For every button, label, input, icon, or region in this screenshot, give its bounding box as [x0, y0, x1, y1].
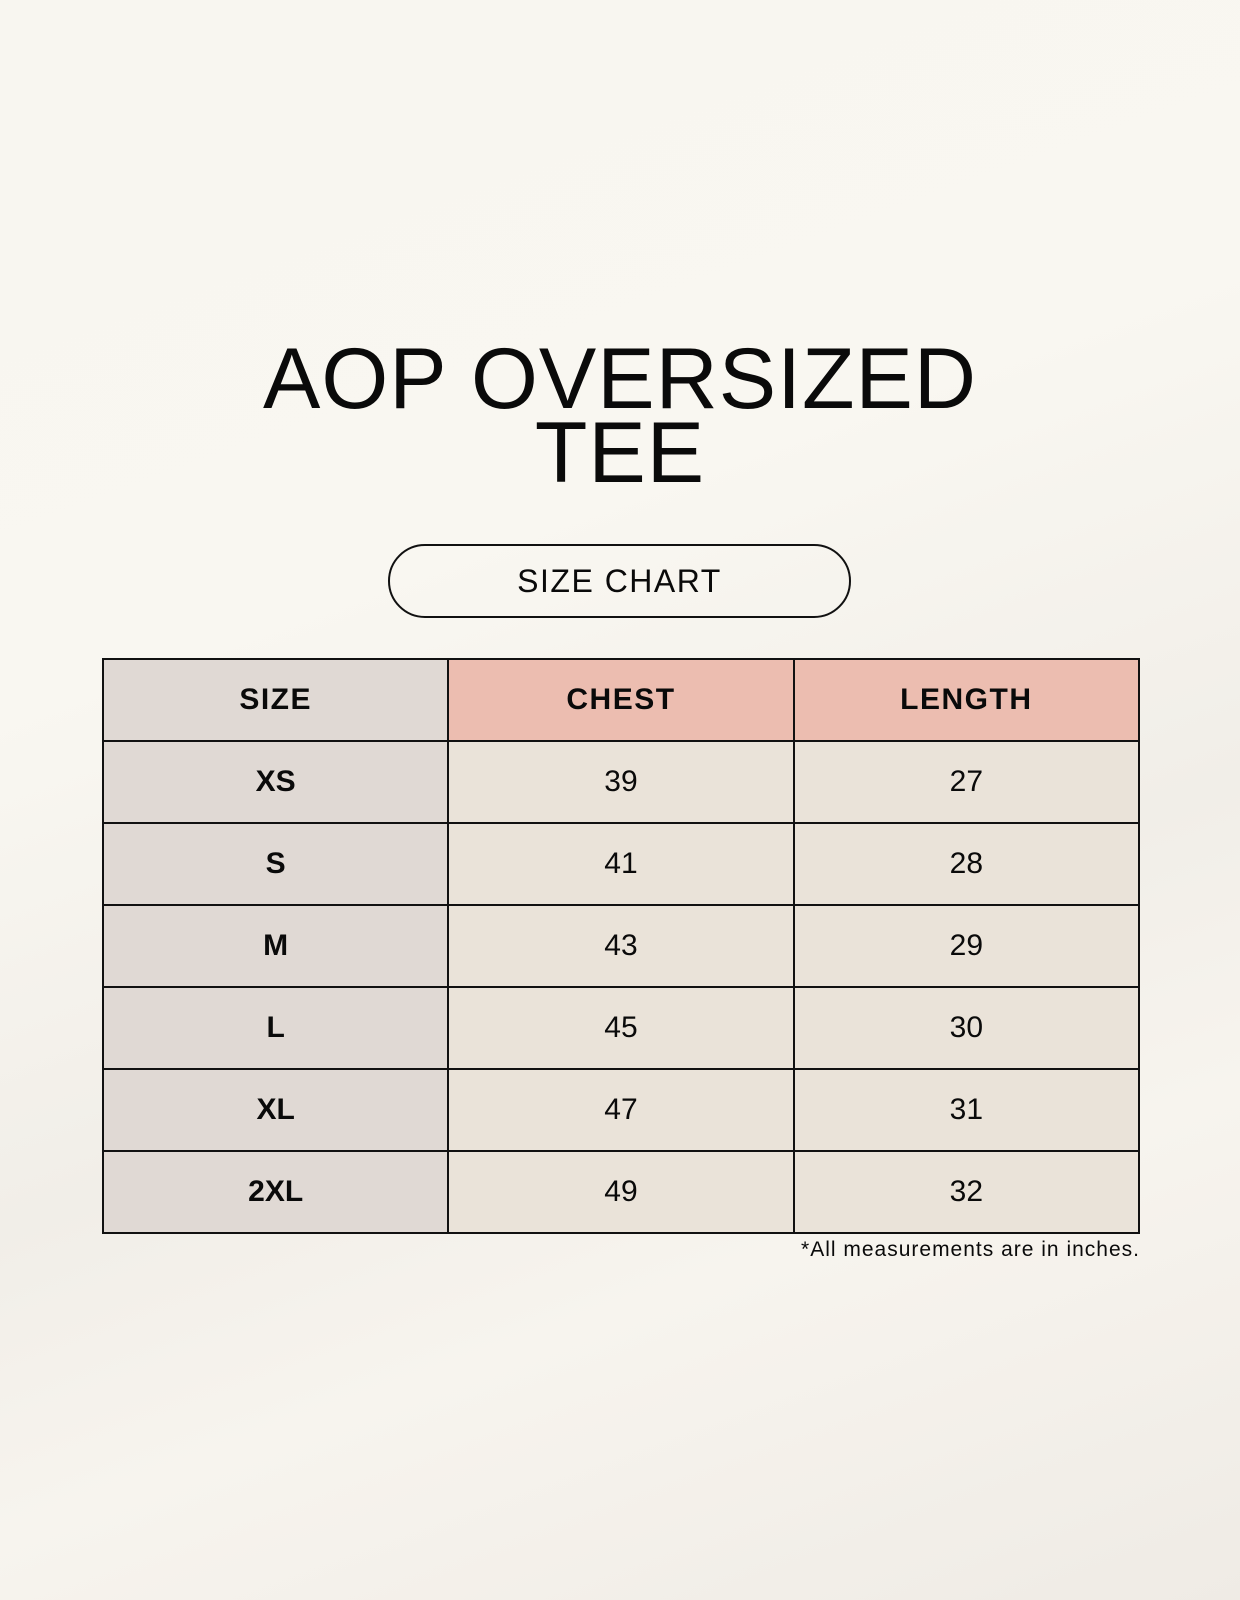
- cell-length: 29: [792, 904, 1141, 988]
- table-row: M 43 29: [101, 904, 1141, 988]
- size-chart-badge: SIZE CHART: [388, 544, 851, 618]
- cell-chest: 39: [447, 740, 795, 824]
- size-table: SIZE CHEST LENGTH XS 39 27 S 41 28 M 43 29 L 45 30 X…: [101, 658, 1141, 1234]
- cell-size: L: [101, 986, 450, 1070]
- title-line-1: AOP OVERSIZED: [263, 331, 977, 427]
- cell-length: 28: [792, 822, 1141, 906]
- cell-chest: 43: [447, 904, 795, 988]
- cell-length: 30: [792, 986, 1141, 1070]
- table-row: XS 39 27: [101, 740, 1141, 824]
- cell-size: M: [101, 904, 450, 988]
- table-row: L 45 30: [101, 986, 1141, 1070]
- cell-length: 31: [792, 1068, 1141, 1152]
- cell-chest: 49: [447, 1150, 795, 1234]
- cell-size: XS: [101, 740, 450, 824]
- table-header-row: SIZE CHEST LENGTH: [101, 658, 1141, 742]
- header-length: LENGTH: [792, 658, 1141, 742]
- cell-size: S: [101, 822, 450, 906]
- table-row: XL 47 31: [101, 1068, 1141, 1152]
- cell-chest: 45: [447, 986, 795, 1070]
- cell-size: 2XL: [101, 1150, 450, 1234]
- cell-size: XL: [101, 1068, 450, 1152]
- header-size: SIZE: [101, 658, 450, 742]
- cell-length: 27: [792, 740, 1141, 824]
- page-title: AOP OVERSIZED TEE: [0, 331, 1240, 501]
- table-row: S 41 28: [101, 822, 1141, 906]
- cell-chest: 41: [447, 822, 795, 906]
- cell-chest: 47: [447, 1068, 795, 1152]
- title-line-2: TEE: [534, 405, 706, 501]
- cell-length: 32: [792, 1150, 1141, 1234]
- header-chest: CHEST: [447, 658, 795, 742]
- table-row: 2XL 49 32: [101, 1150, 1141, 1234]
- footnote: *All measurements are in inches.: [801, 1238, 1140, 1261]
